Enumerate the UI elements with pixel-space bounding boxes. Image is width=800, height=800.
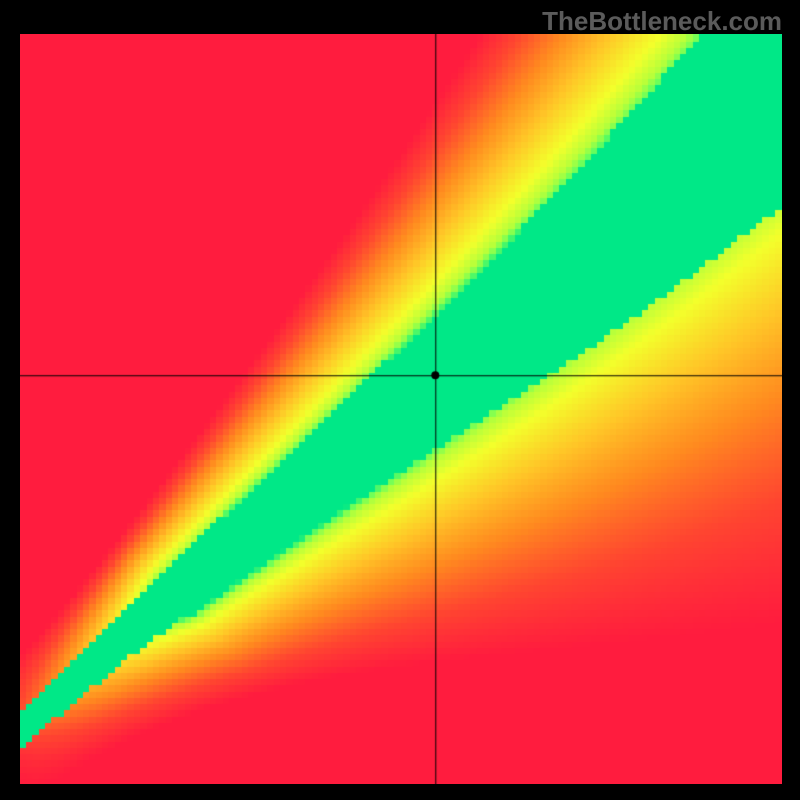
- bottleneck-heatmap: [20, 34, 782, 784]
- chart-container: TheBottleneck.com: [0, 0, 800, 800]
- watermark-text: TheBottleneck.com: [542, 6, 782, 37]
